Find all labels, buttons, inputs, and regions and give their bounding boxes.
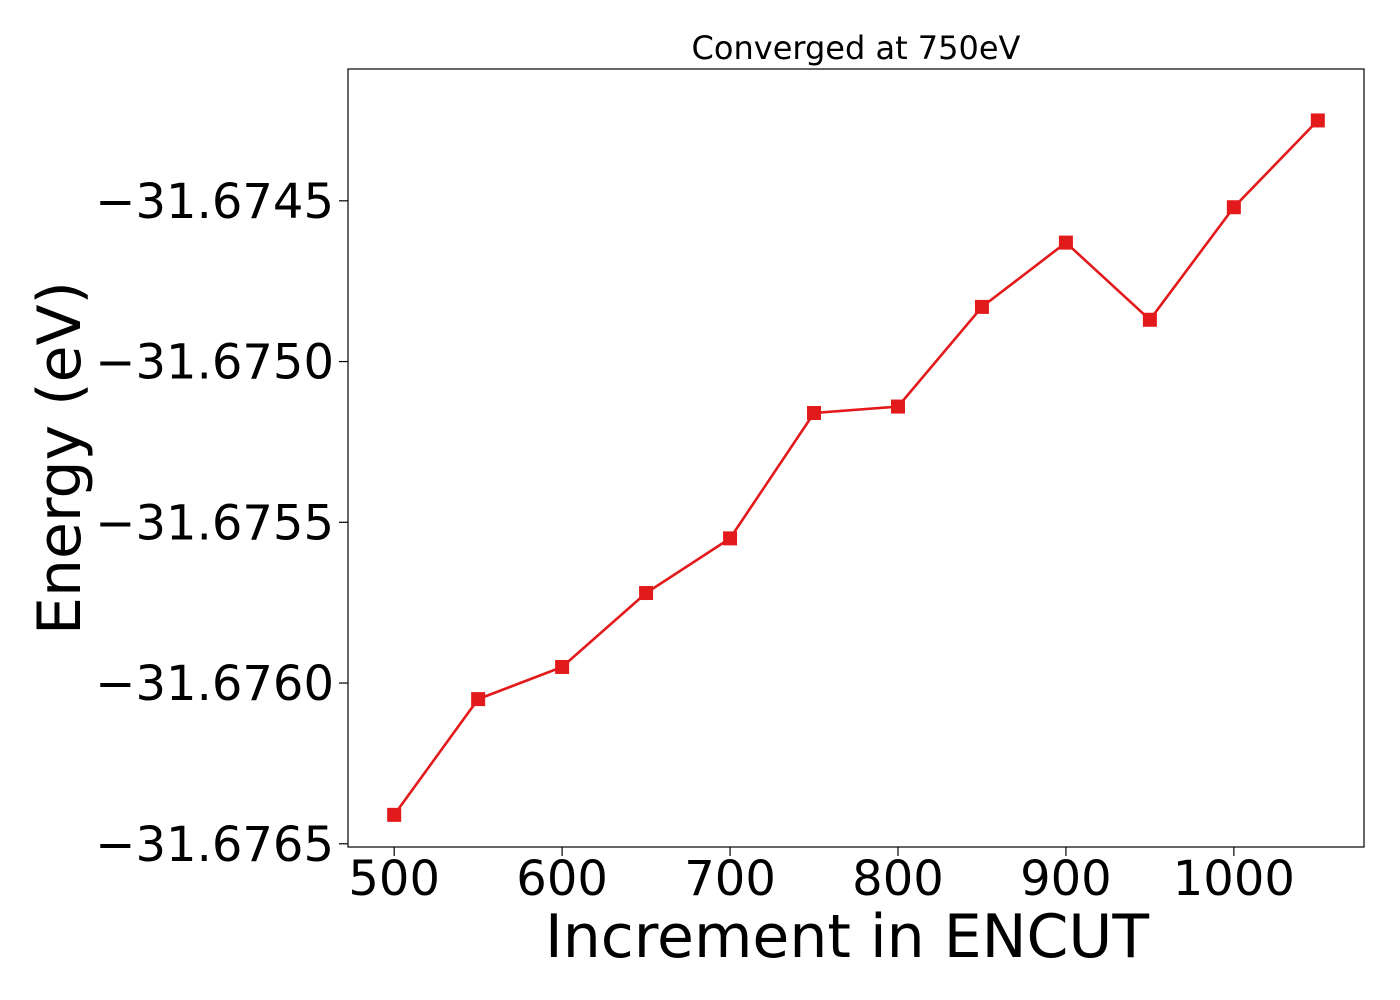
data-point xyxy=(555,659,570,674)
x-axis-label: Increment in ENCUT xyxy=(545,902,1149,972)
x-tick-label: 600 xyxy=(516,851,608,907)
x-tick-label: 800 xyxy=(852,851,944,907)
data-point xyxy=(1310,113,1325,128)
y-tick-label: −31.6755 xyxy=(95,495,334,551)
y-axis-label: Energy (eV) xyxy=(25,281,95,635)
x-axis: 500 600 700 800 900 1000 xyxy=(348,847,1295,907)
y-tick-label: −31.6760 xyxy=(95,656,334,712)
data-point xyxy=(807,405,822,420)
series-markers xyxy=(387,113,1325,822)
data-point xyxy=(1226,200,1241,215)
x-tick-label: 500 xyxy=(348,851,440,907)
data-point xyxy=(387,807,402,822)
data-point xyxy=(974,299,989,314)
y-axis: −31.6765 −31.6760 −31.6755 −31.6750 −31.6745 xyxy=(95,174,348,873)
y-tick-label: −31.6750 xyxy=(95,335,334,391)
y-tick-label: −31.6765 xyxy=(95,817,334,873)
data-point xyxy=(890,399,905,414)
data-point xyxy=(471,692,486,707)
x-tick-label: 1000 xyxy=(1173,851,1295,907)
data-point xyxy=(1058,235,1073,250)
x-tick-label: 900 xyxy=(1020,851,1112,907)
series-line xyxy=(393,119,1319,816)
data-point xyxy=(1142,312,1157,327)
data-point xyxy=(723,531,738,546)
chart-title: Converged at 750eV xyxy=(692,29,1021,67)
y-tick-label: −31.6745 xyxy=(95,174,334,230)
data-point xyxy=(639,586,654,601)
plot-area xyxy=(347,68,1365,848)
x-tick-label: 700 xyxy=(684,851,776,907)
